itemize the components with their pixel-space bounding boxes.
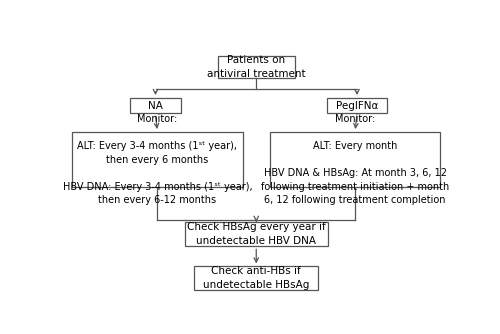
FancyBboxPatch shape xyxy=(327,98,387,113)
FancyBboxPatch shape xyxy=(270,132,440,187)
Text: PegIFNα: PegIFNα xyxy=(336,101,378,111)
Text: Monitor:

ALT: Every 3-4 months (1ˢᵗ year),
then every 6 months

HBV DNA: Every : Monitor: ALT: Every 3-4 months (1ˢᵗ year… xyxy=(62,114,252,205)
Text: Check HBsAg every year if
undetectable HBV DNA: Check HBsAg every year if undetectable H… xyxy=(187,222,326,246)
FancyBboxPatch shape xyxy=(130,98,180,113)
FancyBboxPatch shape xyxy=(194,267,318,290)
Text: NA: NA xyxy=(148,101,163,111)
FancyBboxPatch shape xyxy=(218,56,295,78)
FancyBboxPatch shape xyxy=(72,132,242,187)
FancyBboxPatch shape xyxy=(184,222,328,246)
Text: Monitor:

ALT: Every month

HBV DNA & HBsAg: At month 3, 6, 12
following treatme: Monitor: ALT: Every month HBV DNA & HBsA… xyxy=(261,114,449,205)
Text: Patients on
antiviral treatment: Patients on antiviral treatment xyxy=(207,55,306,79)
Text: Check anti-HBs if
undetectable HBsAg: Check anti-HBs if undetectable HBsAg xyxy=(203,266,310,290)
